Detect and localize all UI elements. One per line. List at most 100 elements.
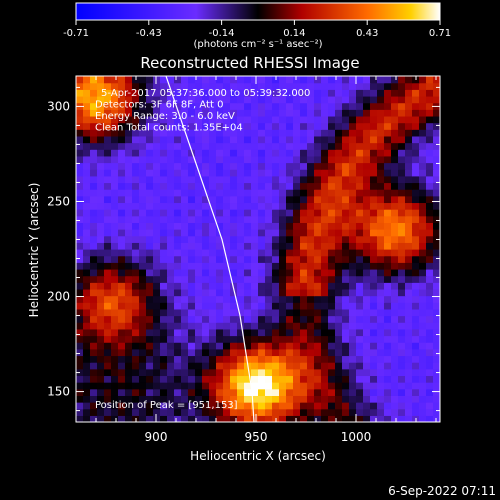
heatmap-cell (377, 395, 385, 403)
heatmap-cell (258, 335, 266, 343)
heatmap-cell (160, 342, 168, 350)
heatmap-cell (342, 382, 350, 390)
heatmap-cell (90, 149, 98, 157)
heatmap-cell (118, 388, 126, 396)
heatmap-cell (300, 149, 308, 157)
heatmap-cell (167, 368, 175, 377)
heatmap-cell (132, 249, 140, 257)
heatmap-cell (76, 122, 84, 130)
heatmap-cell (230, 308, 238, 317)
heatmap-cell (391, 215, 399, 223)
heatmap-cell (307, 76, 315, 84)
heatmap-cell (328, 408, 336, 416)
heatmap-cell (300, 95, 308, 104)
heatmap-cell (160, 129, 168, 137)
heatmap-cell (426, 175, 434, 184)
heatmap-cell (300, 255, 308, 263)
heatmap-cell (321, 362, 329, 370)
heatmap-cell (167, 169, 175, 177)
heatmap-cell (391, 115, 399, 124)
heatmap-cell (321, 215, 329, 223)
heatmap-cell (118, 335, 126, 343)
heatmap-cell (230, 322, 238, 330)
heatmap-cell (139, 395, 147, 403)
heatmap-cell (307, 215, 315, 223)
heatmap-cell (419, 348, 427, 357)
heatmap-cell (279, 82, 287, 90)
footer-date: 6-Sep-2022 07:11 (388, 484, 496, 498)
heatmap-cell (195, 122, 203, 130)
heatmap-cell (272, 209, 280, 217)
heatmap-cell (342, 169, 350, 177)
heatmap-cell (391, 302, 399, 310)
heatmap-cell (97, 395, 105, 403)
heatmap-cell (223, 169, 231, 177)
heatmap-cell (153, 235, 161, 243)
heatmap-cell (265, 215, 273, 223)
heatmap-cell (209, 415, 217, 422)
heatmap-cell (314, 408, 322, 416)
heatmap-cell (272, 175, 280, 184)
heatmap-cell (237, 388, 245, 396)
heatmap-cell (251, 162, 259, 170)
heatmap-cell (76, 308, 84, 317)
heatmap-cell (188, 328, 196, 337)
heatmap-cell (76, 162, 84, 170)
heatmap-cell (125, 262, 133, 270)
heatmap-cell (125, 122, 133, 130)
peak-position-label: Position of Peak = [951,153] (95, 400, 238, 411)
heatmap-cell (111, 348, 119, 357)
heatmap-cell (181, 268, 189, 277)
heatmap-cell (391, 382, 399, 390)
heatmap-cell (209, 255, 217, 263)
heatmap-cell (398, 262, 406, 270)
heatmap-cell (244, 295, 252, 303)
heatmap-cell (328, 175, 336, 184)
heatmap-cell (384, 135, 392, 144)
heatmap-cell (83, 129, 91, 137)
heatmap-cell (384, 368, 392, 377)
heatmap-cell (335, 249, 343, 257)
heatmap-cell (237, 242, 245, 250)
heatmap-cell (314, 308, 322, 317)
heatmap-cell (251, 282, 259, 290)
heatmap-cell (300, 209, 308, 217)
heatmap-cell (433, 275, 440, 283)
heatmap-cell (377, 229, 385, 237)
heatmap-cell (433, 82, 440, 90)
heatmap-cell (230, 342, 238, 350)
heatmap-cell (230, 135, 238, 144)
heatmap-cell (104, 135, 112, 144)
heatmap-cell (153, 382, 161, 390)
heatmap-cell (370, 102, 378, 110)
heatmap-cell (258, 415, 266, 422)
heatmap-cell (90, 142, 98, 150)
heatmap-cell (370, 262, 378, 270)
heatmap-cell (419, 202, 427, 210)
heatmap-cell (160, 322, 168, 330)
heatmap-cell (356, 322, 364, 330)
heatmap-cell (272, 262, 280, 270)
heatmap-cell (188, 76, 196, 84)
heatmap-cell (111, 229, 119, 237)
heatmap-cell (132, 282, 140, 290)
heatmap-cell (370, 202, 378, 210)
heatmap-cell (111, 195, 119, 204)
heatmap-cell (97, 328, 105, 337)
heatmap-cell (265, 302, 273, 310)
heatmap-cell (426, 129, 434, 137)
heatmap-cell (356, 335, 364, 343)
heatmap-cell (174, 129, 182, 137)
heatmap-cell (83, 189, 91, 197)
heatmap-cell (237, 149, 245, 157)
heatmap-cell (216, 375, 224, 383)
heatmap-cell (97, 388, 105, 396)
heatmap-cell (370, 235, 378, 243)
heatmap-cell (181, 182, 189, 190)
heatmap-cell (258, 282, 266, 290)
heatmap-cell (160, 395, 168, 403)
heatmap-cell (258, 222, 266, 230)
heatmap-cell (419, 375, 427, 383)
heatmap-cell (223, 275, 231, 283)
heatmap-cell (209, 175, 217, 184)
